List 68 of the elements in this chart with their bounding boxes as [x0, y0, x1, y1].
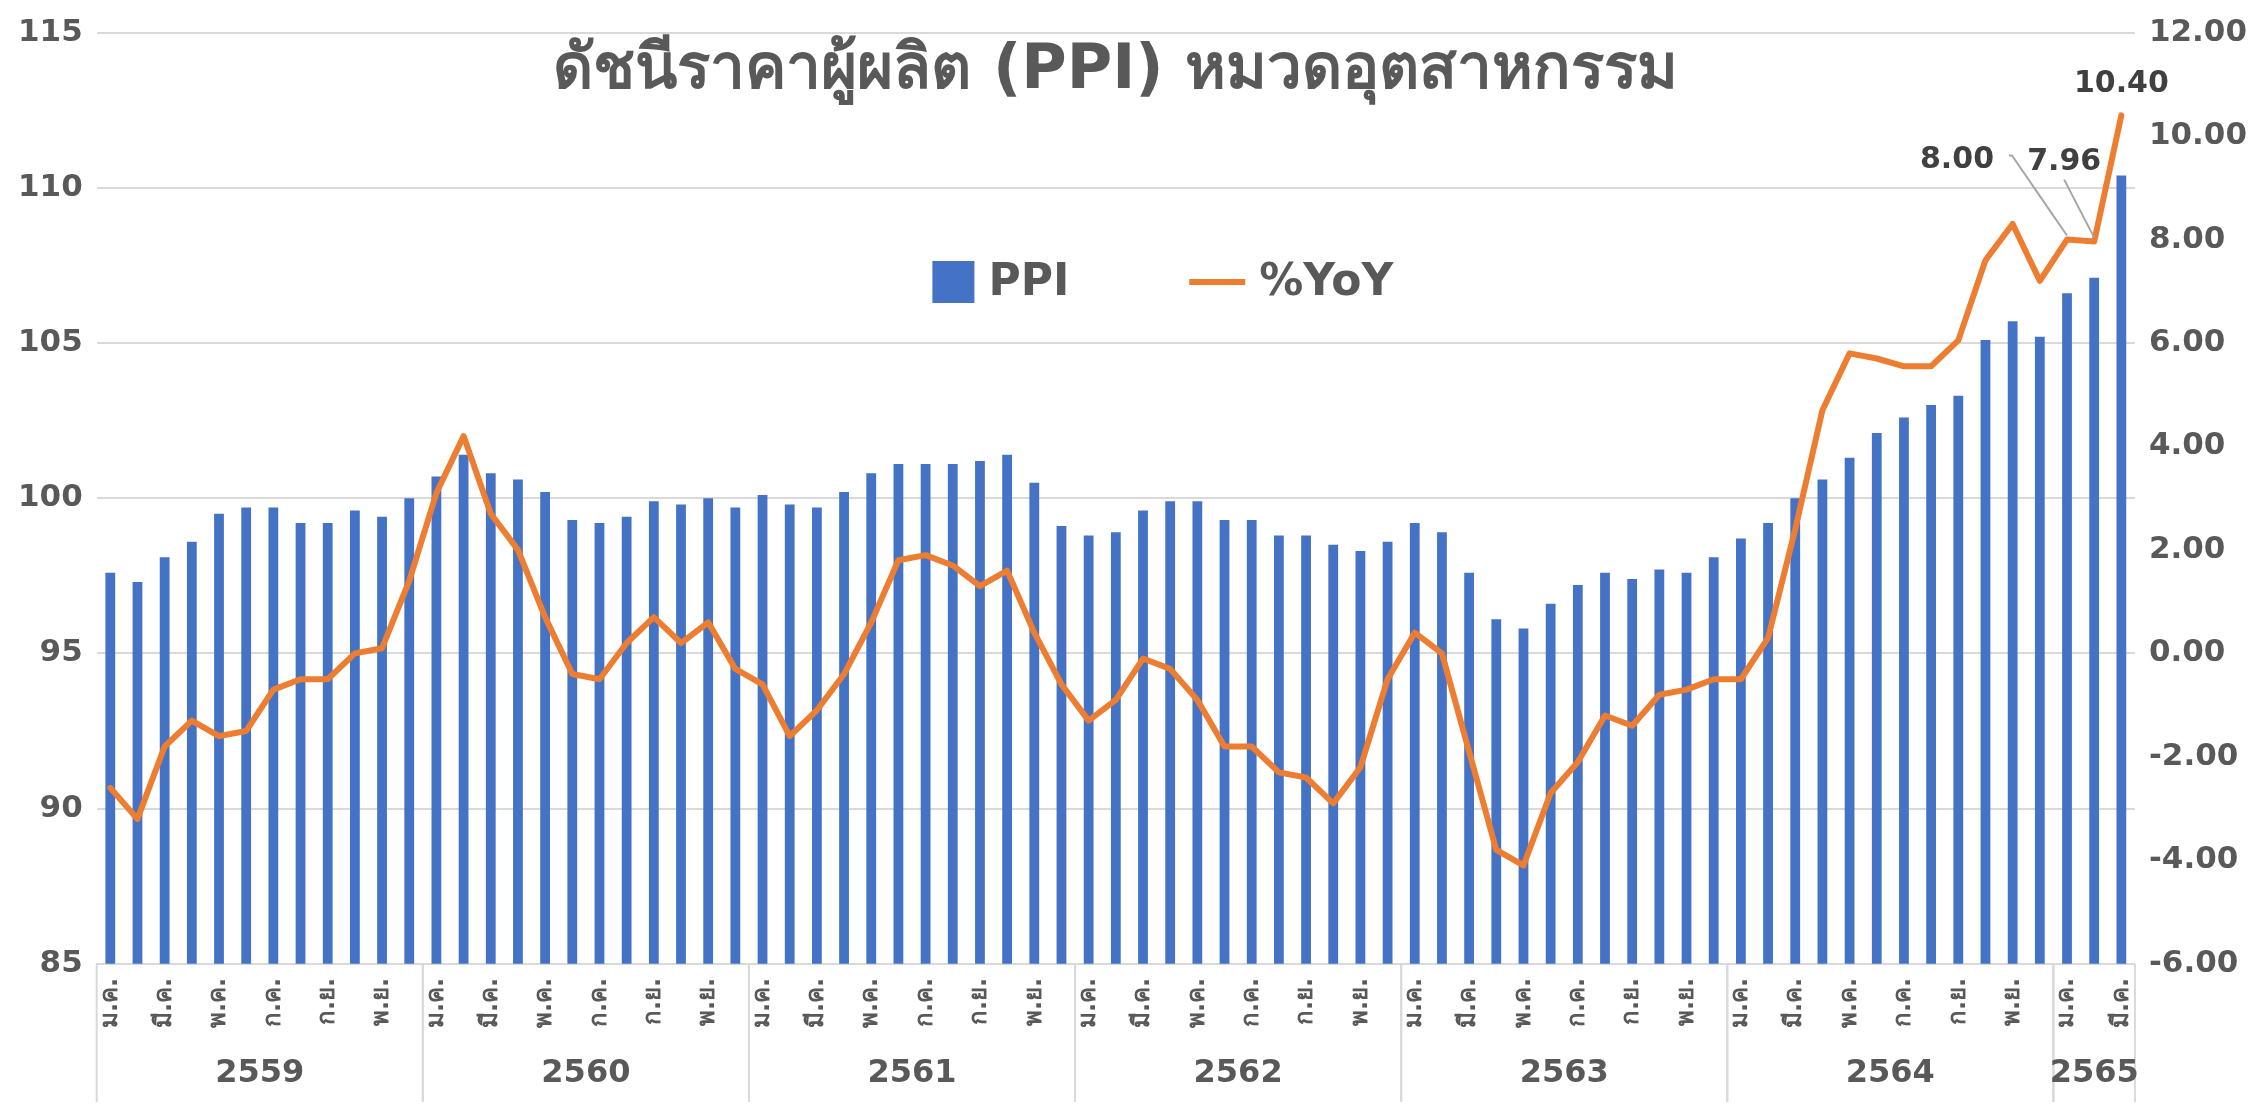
x-tick-label: ม.ค. [420, 977, 449, 1028]
y2-tick-label: 4.00 [2148, 425, 2226, 462]
x-tick-label: ก.ย. [964, 977, 993, 1025]
x-tick-label: ม.ค. [1072, 977, 1101, 1028]
text: 2561 [867, 1052, 957, 1091]
data-label: 8.00 [1919, 140, 1995, 176]
y-tick-label: 95 [39, 632, 83, 669]
y2-tick-label: -4.00 [2148, 839, 2239, 876]
text: 2559 [215, 1052, 305, 1091]
data-label: 7.96 [2027, 142, 2102, 178]
x-tick-label: มี.ค. [1453, 977, 1482, 1028]
x-tick-label: ก.ย. [1290, 977, 1319, 1025]
text: 2564 [1845, 1052, 1935, 1091]
x-tick-label: มี.ค. [801, 977, 830, 1028]
y2-tick-label: -6.00 [2148, 942, 2239, 979]
x-tick-label: ม.ค. [1725, 977, 1754, 1028]
y2-tick-label: -2.00 [2148, 735, 2239, 772]
x-tick-label: ก.ย. [1942, 977, 1971, 1025]
y2-tick-label: 8.00 [2148, 218, 2226, 255]
x-tick-label: ก.ย. [1616, 977, 1645, 1025]
text: 2560 [541, 1052, 631, 1091]
y2-tick-label: 2.00 [2148, 528, 2226, 565]
text: 2563 [1519, 1052, 1609, 1091]
y2-tick-label: 0.00 [2148, 632, 2226, 669]
x-tick-label: ก.ค. [1562, 977, 1591, 1027]
x-tick-label: พ.ค. [203, 977, 232, 1028]
x-tick-label: ก.ย. [311, 977, 340, 1025]
x-tick-label: พ.ค. [1507, 977, 1536, 1028]
legend-label: PPI [988, 254, 1070, 306]
x-tick-label: ก.ย. [638, 977, 667, 1025]
x-tick-label: ก.ค. [1888, 977, 1917, 1027]
x-tick-label: พ.ย. [1344, 977, 1373, 1026]
x-tick-label: พ.ค. [855, 977, 884, 1028]
x-tick-label: ม.ค. [2051, 977, 2080, 1028]
x-tick-label: พ.ค. [1833, 977, 1862, 1028]
y-tick-label: 90 [39, 787, 83, 824]
y-tick-label: 100 [17, 477, 83, 514]
legend-label: %YoY [1259, 254, 1395, 306]
x-tick-label: พ.ย. [366, 977, 395, 1026]
y-tick-label: 85 [39, 942, 83, 979]
x-tick-label: ก.ค. [909, 977, 938, 1027]
x-tick-label: ก.ค. [1235, 977, 1264, 1027]
x-tick-label: พ.ค. [1181, 977, 1210, 1028]
x-tick-label: ก.ค. [583, 977, 612, 1027]
x-tick-label: พ.ย. [692, 977, 721, 1026]
y2-tick-label: 6.00 [2148, 322, 2226, 359]
chart-title: ดัชนีราคาผู้ผลิต (PPI) หมวดอุตสาหกรรม [553, 30, 1679, 106]
y-tick-label: 115 [17, 11, 83, 48]
x-tick-label: มี.ค. [1127, 977, 1156, 1028]
x-tick-label: มี.ค. [475, 977, 503, 1028]
x-tick-label: ม.ค. [94, 977, 123, 1028]
x-tick-label: มี.ค. [1779, 977, 1808, 1028]
text: 2562 [1193, 1052, 1283, 1091]
x-tick-label: ก.ค. [257, 977, 286, 1027]
y-tick-label: 105 [17, 322, 83, 359]
y2-tick-label: 10.00 [2148, 115, 2248, 152]
x-tick-label: มี.ค. [148, 977, 177, 1028]
x-tick-label: พ.ค. [529, 977, 558, 1028]
text: 2565 [2049, 1052, 2139, 1091]
data-label: 10.40 [2073, 64, 2169, 100]
x-tick-label: พ.ย. [1996, 977, 2025, 1026]
x-tick-label: ม.ค. [1399, 977, 1427, 1028]
x-tick-label: ม.ค. [746, 977, 775, 1028]
y2-tick-label: 12.00 [2148, 11, 2248, 48]
x-tick-label: พ.ย. [1018, 977, 1047, 1026]
x-tick-label: พ.ย. [1670, 977, 1699, 1026]
x-tick-label: มี.ค. [2105, 977, 2134, 1028]
y-tick-label: 110 [17, 166, 83, 203]
